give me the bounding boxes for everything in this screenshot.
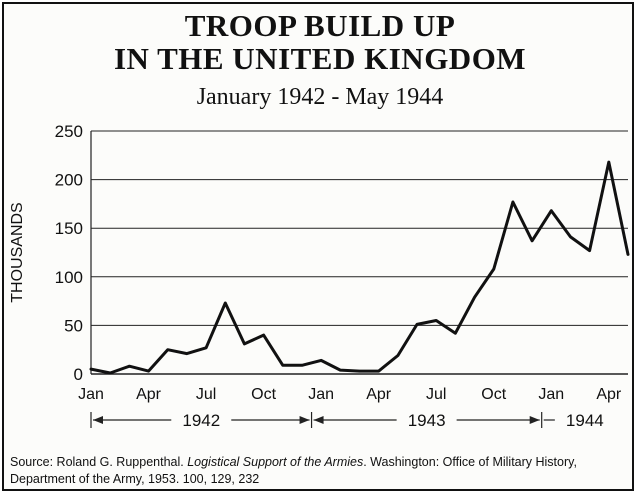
x-tick-label-0: Jan bbox=[78, 386, 104, 403]
x-tick-label-7: Oct bbox=[481, 386, 506, 403]
x-tick-label-3: Oct bbox=[251, 386, 276, 403]
y-tick-label-150: 150 bbox=[55, 219, 83, 238]
x-tick-label-2: Jul bbox=[196, 386, 216, 403]
chart-title-line-2: IN THE UNITED KINGDOM bbox=[113, 41, 527, 76]
year-label-1944: 1944 bbox=[566, 411, 604, 430]
source-title: Logistical Support of the Armies bbox=[187, 455, 364, 469]
x-tick-label-5: Apr bbox=[366, 386, 392, 403]
chart-subtitle: January 1942 - May 1944 bbox=[196, 84, 444, 110]
year-bracket-arrow-right-1943 bbox=[529, 416, 540, 424]
year-bracket-arrow-left-1943 bbox=[313, 416, 324, 424]
y-tick-label-0: 0 bbox=[74, 365, 83, 384]
x-tick-label-9: Apr bbox=[596, 386, 622, 403]
source-suffix: . Washington: Office of Military History… bbox=[10, 455, 577, 486]
series-line-troops bbox=[89, 160, 630, 375]
x-tick-label-8: Jan bbox=[538, 386, 564, 403]
x-tick-label-4: Jan bbox=[308, 386, 334, 403]
y-axis-title: THOUSANDS bbox=[9, 202, 26, 302]
y-tick-label-100: 100 bbox=[55, 268, 83, 287]
x-tick-label-1: Apr bbox=[136, 386, 162, 403]
source-prefix: Source: Roland G. Ruppenthal. bbox=[10, 455, 188, 469]
chart-title-line-1: TROOP BUILD UP bbox=[184, 8, 456, 43]
year-label-1943: 1943 bbox=[408, 411, 446, 430]
year-bracket-arrow-left-1942 bbox=[93, 416, 103, 424]
y-tick-label-200: 200 bbox=[55, 171, 83, 190]
year-bracket-arrow-right-1942 bbox=[299, 416, 310, 424]
x-tick-label-6: Jul bbox=[426, 386, 446, 403]
y-tick-label-50: 50 bbox=[64, 316, 83, 335]
year-label-1942: 1942 bbox=[182, 411, 220, 430]
y-tick-label-250: 250 bbox=[55, 122, 83, 141]
source-note: Source: Roland G. Ruppenthal. Logistical… bbox=[10, 454, 610, 488]
chart-frame bbox=[2, 2, 634, 491]
